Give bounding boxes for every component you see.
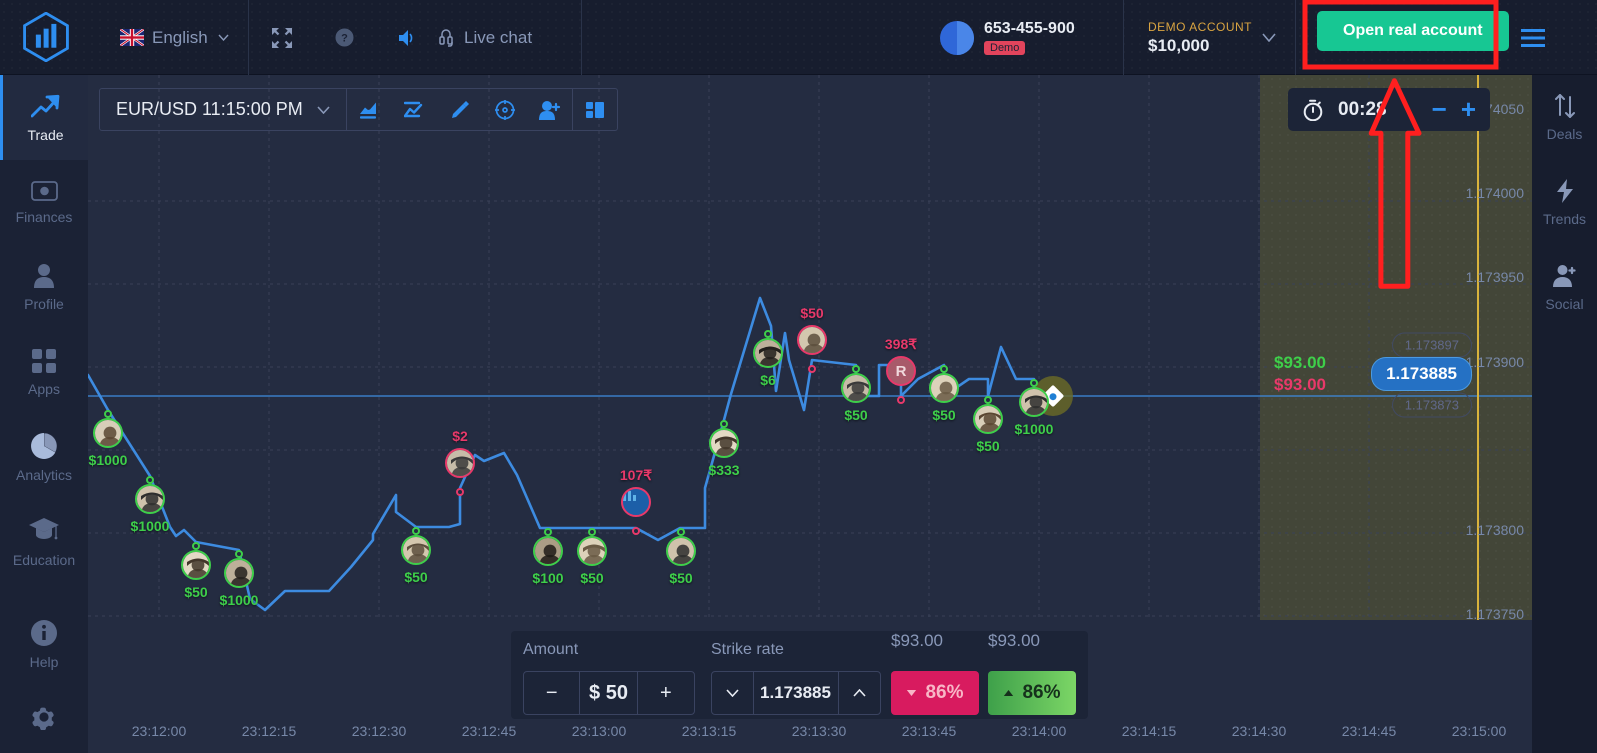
svg-text:?: ? bbox=[341, 33, 348, 45]
